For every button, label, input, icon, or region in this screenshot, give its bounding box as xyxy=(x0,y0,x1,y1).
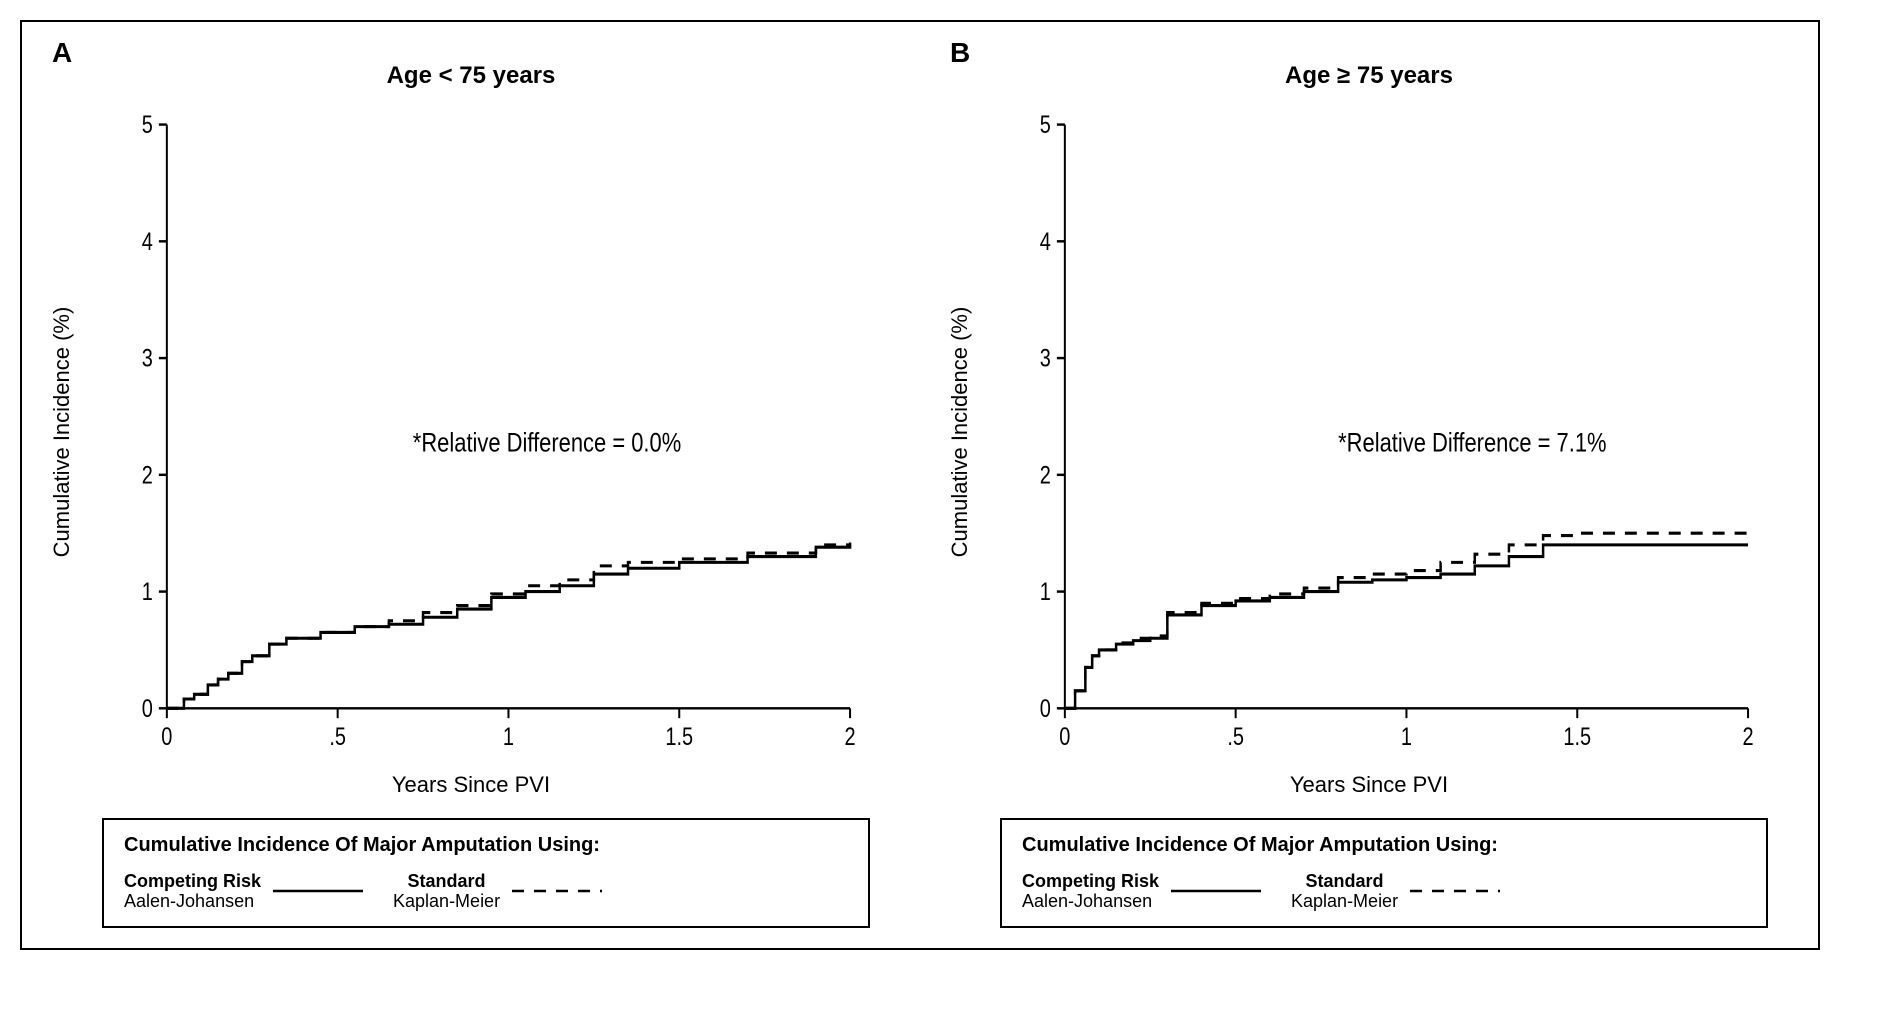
panel-b-legend: Cumulative Incidence Of Major Amputation… xyxy=(1000,818,1768,928)
panel-a-legend-title: Cumulative Incidence Of Major Amputation… xyxy=(124,834,848,857)
legend-item-sub: Aalen-Johansen xyxy=(124,891,261,912)
panel-b: B Age ≥ 75 years Cumulative Incidence (%… xyxy=(940,42,1798,928)
legend-item-main: Standard xyxy=(1291,871,1398,892)
panel-letter-a: A xyxy=(52,37,72,69)
svg-text:2: 2 xyxy=(1040,461,1051,488)
legend-item-sub: Kaplan-Meier xyxy=(393,891,500,912)
svg-text:.5: .5 xyxy=(329,723,346,750)
svg-text:0: 0 xyxy=(142,695,153,722)
legend-item-sub: Kaplan-Meier xyxy=(1291,891,1398,912)
svg-text:1.5: 1.5 xyxy=(1563,723,1591,750)
svg-text:1.5: 1.5 xyxy=(665,723,693,750)
svg-text:*Relative Difference = 0.0%: *Relative Difference = 0.0% xyxy=(413,428,681,458)
legend-swatch-dashed xyxy=(512,881,602,901)
svg-text:1: 1 xyxy=(1040,578,1051,605)
panel-a-xlabel: Years Since PVI xyxy=(42,772,900,798)
svg-text:4: 4 xyxy=(1040,228,1051,255)
panel-b-legend-item-0: Competing Risk Aalen-Johansen xyxy=(1022,871,1261,912)
svg-text:5: 5 xyxy=(142,111,153,138)
panel-a-title: Age < 75 years xyxy=(42,62,900,90)
svg-text:0: 0 xyxy=(1059,723,1070,750)
svg-text:0: 0 xyxy=(161,723,172,750)
panel-letter-b: B xyxy=(950,37,970,69)
legend-swatch-dashed xyxy=(1410,881,1500,901)
legend-swatch-solid xyxy=(273,881,363,901)
panel-a-ylabel: Cumulative Incidence (%) xyxy=(49,306,75,557)
svg-text:3: 3 xyxy=(1040,345,1051,372)
panel-a-legend: Cumulative Incidence Of Major Amputation… xyxy=(102,818,870,928)
svg-text:.5: .5 xyxy=(1227,723,1244,750)
svg-text:2: 2 xyxy=(1743,723,1754,750)
legend-item-main: Competing Risk xyxy=(1022,871,1159,892)
svg-text:1: 1 xyxy=(503,723,514,750)
panel-b-legend-item-1: Standard Kaplan-Meier xyxy=(1291,871,1500,912)
svg-text:1: 1 xyxy=(1401,723,1412,750)
panel-a-chart: Cumulative Incidence (%) 0123450.511.52*… xyxy=(112,100,870,764)
svg-text:5: 5 xyxy=(1040,111,1051,138)
svg-text:0: 0 xyxy=(1040,695,1051,722)
panel-b-chart: Cumulative Incidence (%) 0123450.511.52*… xyxy=(1010,100,1768,764)
panel-a-legend-item-1: Standard Kaplan-Meier xyxy=(393,871,602,912)
legend-item-sub: Aalen-Johansen xyxy=(1022,891,1159,912)
panel-b-title: Age ≥ 75 years xyxy=(940,62,1798,90)
svg-text:1: 1 xyxy=(142,578,153,605)
svg-text:*Relative Difference = 7.1%: *Relative Difference = 7.1% xyxy=(1338,428,1606,458)
svg-text:2: 2 xyxy=(845,723,856,750)
panel-a: A Age < 75 years Cumulative Incidence (%… xyxy=(42,42,900,928)
panel-b-legend-title: Cumulative Incidence Of Major Amputation… xyxy=(1022,834,1746,857)
legend-item-main: Competing Risk xyxy=(124,871,261,892)
panel-b-ylabel: Cumulative Incidence (%) xyxy=(947,306,973,557)
svg-text:2: 2 xyxy=(142,461,153,488)
panel-a-legend-item-0: Competing Risk Aalen-Johansen xyxy=(124,871,363,912)
panel-b-xlabel: Years Since PVI xyxy=(940,772,1798,798)
svg-text:4: 4 xyxy=(142,228,153,255)
legend-item-main: Standard xyxy=(393,871,500,892)
legend-swatch-solid xyxy=(1171,881,1261,901)
figure-frame: A Age < 75 years Cumulative Incidence (%… xyxy=(20,20,1820,950)
svg-text:3: 3 xyxy=(142,345,153,372)
